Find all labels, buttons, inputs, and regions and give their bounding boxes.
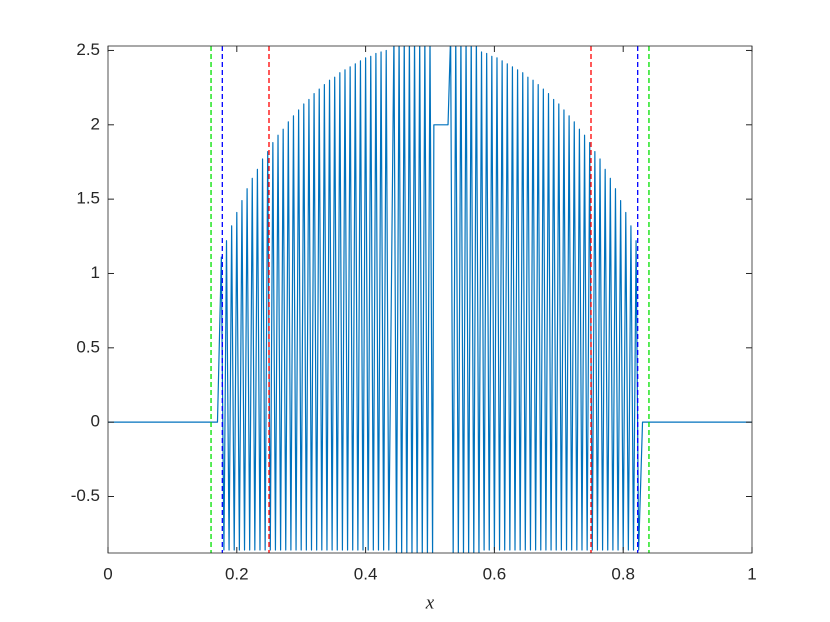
x-tick-label: 0.8 <box>611 564 635 583</box>
x-axis-label: x <box>425 592 435 613</box>
y-tick-label: 0 <box>91 412 100 431</box>
y-tick-label: -0.5 <box>71 486 100 505</box>
x-tick-label: 0.6 <box>483 564 507 583</box>
plot-area <box>108 46 752 553</box>
y-tick-label: 0.5 <box>76 337 100 356</box>
x-tick-label: 0.2 <box>225 564 249 583</box>
y-tick-label: 1 <box>91 263 100 282</box>
x-tick-label: 0 <box>103 564 112 583</box>
y-tick-label: 1.5 <box>76 189 100 208</box>
y-tick-label: 2.5 <box>76 40 100 59</box>
y-tick-label: 2 <box>91 114 100 133</box>
x-tick-label: 1 <box>747 564 756 583</box>
signal-line <box>108 46 752 553</box>
axes-box <box>107 45 753 554</box>
x-tick-label: 0.4 <box>354 564 378 583</box>
